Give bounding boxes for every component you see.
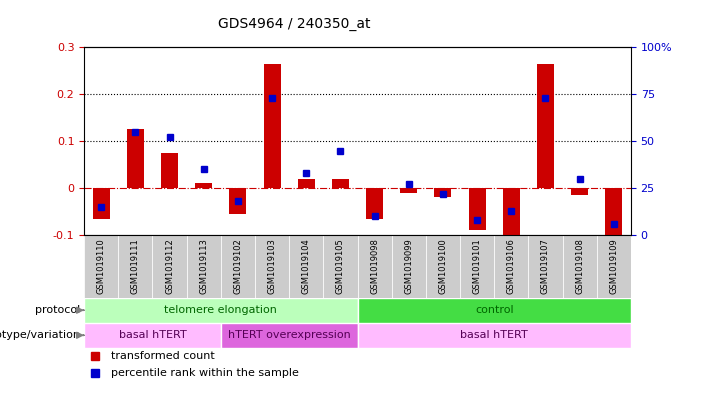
Text: GSM1019112: GSM1019112 — [165, 238, 174, 294]
Bar — [358, 298, 631, 323]
Bar — [323, 235, 358, 298]
Bar — [118, 235, 152, 298]
Bar — [358, 323, 631, 348]
Text: GSM1019101: GSM1019101 — [472, 238, 482, 294]
Bar — [221, 323, 358, 348]
Bar — [358, 235, 392, 298]
Text: GSM1019100: GSM1019100 — [438, 238, 447, 294]
Text: GSM1019110: GSM1019110 — [97, 238, 106, 294]
Bar — [290, 235, 323, 298]
Bar — [503, 188, 520, 235]
Bar — [366, 188, 383, 219]
Text: telomere elongation: telomere elongation — [164, 305, 278, 315]
Bar — [494, 235, 529, 298]
Bar — [392, 235, 426, 298]
Text: transformed count: transformed count — [111, 351, 215, 361]
Text: GDS4964 / 240350_at: GDS4964 / 240350_at — [218, 17, 371, 31]
Bar — [537, 64, 554, 188]
Bar — [186, 235, 221, 298]
Bar — [298, 179, 315, 188]
Text: hTERT overexpression: hTERT overexpression — [228, 330, 350, 340]
Text: GSM1019105: GSM1019105 — [336, 238, 345, 294]
Bar — [264, 64, 280, 188]
Bar — [435, 188, 451, 197]
Text: GSM1019113: GSM1019113 — [199, 238, 208, 294]
Text: GSM1019108: GSM1019108 — [575, 238, 584, 294]
Text: GSM1019109: GSM1019109 — [609, 238, 618, 294]
Bar — [529, 235, 562, 298]
Text: GSM1019107: GSM1019107 — [541, 238, 550, 294]
Bar — [562, 235, 597, 298]
Text: protocol: protocol — [36, 305, 81, 315]
Bar — [153, 235, 186, 298]
Bar — [127, 129, 144, 188]
Text: percentile rank within the sample: percentile rank within the sample — [111, 368, 299, 378]
Bar — [332, 179, 349, 188]
Bar — [571, 188, 588, 195]
Bar — [195, 184, 212, 188]
Text: GSM1019104: GSM1019104 — [301, 238, 311, 294]
Bar — [221, 235, 255, 298]
Text: control: control — [475, 305, 514, 315]
Bar — [468, 188, 486, 230]
Bar — [255, 235, 289, 298]
Text: basal hTERT: basal hTERT — [118, 330, 186, 340]
Text: GSM1019103: GSM1019103 — [268, 238, 277, 294]
Bar — [400, 188, 417, 193]
Bar — [84, 235, 118, 298]
Text: genotype/variation: genotype/variation — [0, 330, 81, 340]
Text: GSM1019102: GSM1019102 — [233, 238, 243, 294]
Bar — [229, 188, 247, 214]
Text: GSM1019098: GSM1019098 — [370, 238, 379, 294]
Bar — [426, 235, 460, 298]
Text: GSM1019111: GSM1019111 — [131, 238, 140, 294]
Bar — [460, 235, 494, 298]
Bar — [597, 235, 631, 298]
Text: GSM1019106: GSM1019106 — [507, 238, 516, 294]
Text: GSM1019099: GSM1019099 — [404, 238, 414, 294]
Bar — [84, 298, 358, 323]
Bar — [605, 188, 622, 235]
Bar — [84, 323, 221, 348]
Text: basal hTERT: basal hTERT — [461, 330, 528, 340]
Bar — [93, 188, 110, 219]
Bar — [161, 153, 178, 188]
